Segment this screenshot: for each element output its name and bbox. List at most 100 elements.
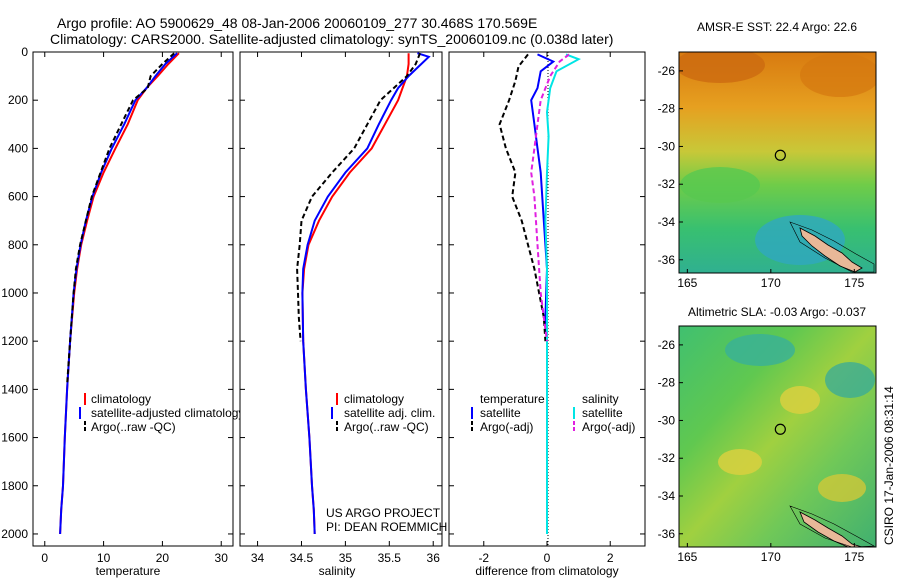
salinity-legend: climatology satellite adj. clim. Argo(..… xyxy=(331,392,435,434)
temperature-ticks: 0 10 20 30 0 200 400 600 800 1000 1200 1400 1600 1800… xyxy=(1,45,233,565)
x-tick-label: 35 xyxy=(339,551,353,565)
sst-warm-patch xyxy=(679,52,765,83)
x-tick-label: 0 xyxy=(41,551,48,565)
salinity-axes-box xyxy=(239,51,443,547)
sla-teal-patch xyxy=(725,334,795,366)
y-tick-label: -32 xyxy=(658,451,676,465)
difference-xlabel: difference from climatology xyxy=(475,564,618,578)
y-tick-label: -34 xyxy=(658,489,676,503)
new-zealand-land xyxy=(799,227,863,273)
shelf-contour xyxy=(789,221,875,273)
y-tick-label: 600 xyxy=(8,190,28,204)
legend-satellite-adjusted: satellite-adjusted climatology xyxy=(91,406,244,420)
x-tick-label: 0 xyxy=(544,551,551,565)
y-tick-label: -30 xyxy=(658,413,676,427)
sst-map-title: AMSR-E SST: 22.4 Argo: 22.6 xyxy=(697,20,857,34)
sla-yellow-patch xyxy=(718,449,762,475)
legend-argo: Argo(..raw -QC) xyxy=(91,420,176,434)
x-tick-label: -2 xyxy=(478,551,489,565)
y-tick-label: -34 xyxy=(658,215,676,229)
difference-ticks: -2 0 2 xyxy=(449,51,645,565)
y-tick-label: 1200 xyxy=(1,334,28,348)
x-tick-label: 170 xyxy=(761,276,781,290)
sst-map-frame xyxy=(678,51,877,274)
sla-map-title: Altimetric SLA: -0.03 Argo: -0.037 xyxy=(688,305,866,319)
x-tick-label: 20 xyxy=(156,551,170,565)
y-tick-label: -30 xyxy=(658,139,676,153)
temperature-legend: climatology satellite-adjusted climatolo… xyxy=(79,392,244,434)
temperature-axes-box xyxy=(32,51,234,547)
header-line-1: Argo profile: AO 5900629_48 08-Jan-2006 … xyxy=(57,15,537,31)
temperature-panel: 0 10 20 30 0 200 400 600 800 1000 1200 1400 1600 1800… xyxy=(1,45,244,578)
legend-climatology: climatology xyxy=(91,392,151,406)
temperature-xlabel: temperature xyxy=(96,564,161,578)
legend-t-satellite: satellite xyxy=(480,406,521,420)
x-tick-label: 34.5 xyxy=(290,551,314,565)
y-tick-label: 1800 xyxy=(1,479,28,493)
difference-panel: -2 0 2 difference from climatology tempera… xyxy=(448,51,646,578)
series-line xyxy=(544,53,581,534)
legend-s-argo: Argo(-adj) xyxy=(582,420,635,434)
sst-map-panel: AMSR-E SST: 22.4 Argo: 22.6 165 170 175 -26… xyxy=(658,20,877,290)
salinity-ticks: 34 34.5 35 35.5 36 xyxy=(240,51,442,565)
y-tick-label: -28 xyxy=(658,102,676,116)
x-tick-label: 175 xyxy=(844,276,864,290)
sst-green-patch xyxy=(680,167,760,203)
sla-yellow-patch xyxy=(818,474,866,502)
legend-temperature-title: temperature xyxy=(480,392,545,406)
x-tick-label: 165 xyxy=(677,276,697,290)
y-tick-label: -26 xyxy=(658,338,676,352)
argo-position-marker xyxy=(774,423,786,435)
sst-warm-patch xyxy=(800,53,876,97)
temperature-series xyxy=(59,52,180,535)
salinity-series xyxy=(296,52,431,535)
x-tick-label: 175 xyxy=(844,550,864,564)
y-tick-label: 1000 xyxy=(1,286,28,300)
legend-salinity-title: salinity xyxy=(582,392,619,406)
credit-text: CSIRO 17-Jan-2006 08:31:14 xyxy=(882,386,896,545)
y-tick-label: -36 xyxy=(658,253,676,267)
x-tick-label: 30 xyxy=(215,551,229,565)
sla-map-frame xyxy=(678,325,877,548)
pi-annotation: PI: DEAN ROEMMICH xyxy=(326,520,447,534)
legend-argo: Argo(..raw -QC) xyxy=(344,420,429,434)
series-line xyxy=(66,52,175,385)
y-tick-label: -26 xyxy=(658,64,676,78)
legend-t-argo: Argo(-adj) xyxy=(480,420,533,434)
legend-satellite-adj: satellite adj. clim. xyxy=(344,406,435,420)
y-tick-label: -36 xyxy=(658,527,676,541)
shelf-contour xyxy=(789,505,876,547)
x-tick-label: 165 xyxy=(677,550,697,564)
x-tick-label: 170 xyxy=(761,550,781,564)
series-line xyxy=(301,52,431,535)
legend-s-satellite: satellite xyxy=(582,406,623,420)
y-tick-label: 1600 xyxy=(1,431,28,445)
x-tick-label: 36 xyxy=(427,551,441,565)
y-tick-label: -32 xyxy=(658,177,676,191)
y-tick-label: -28 xyxy=(658,376,676,390)
argo-position-marker xyxy=(774,149,786,161)
y-tick-label: 1400 xyxy=(1,382,28,396)
x-tick-label: 35.5 xyxy=(378,551,402,565)
sst-map-ticks: 165 170 175 -26 -28 -30 -32 -34 -36 xyxy=(658,64,865,290)
series-line xyxy=(530,53,570,342)
series-line xyxy=(498,53,547,342)
series-line xyxy=(296,52,421,342)
y-tick-label: 200 xyxy=(8,93,28,107)
difference-series xyxy=(498,53,581,534)
project-annotation: US ARGO PROJECT xyxy=(326,506,441,520)
sla-yellow-patch xyxy=(780,386,820,414)
salinity-panel: 34 34.5 35 35.5 36 salinity climatology sate… xyxy=(239,51,447,578)
x-tick-label: 10 xyxy=(97,551,111,565)
y-tick-label: 0 xyxy=(21,45,28,59)
legend-climatology: climatology xyxy=(344,392,404,406)
sla-map-ticks: 165 170 175 -26 -28 -30 -32 -34 -36 xyxy=(658,338,865,564)
y-tick-label: 2000 xyxy=(1,527,28,541)
sla-map-panel: Altimetric SLA: -0.03 Argo: -0.037 165 17… xyxy=(658,305,877,564)
sla-teal-patch xyxy=(825,362,875,398)
new-zealand-land xyxy=(799,511,863,547)
header-line-2: Climatology: CARS2000. Satellite-adjuste… xyxy=(50,31,613,47)
y-tick-label: 800 xyxy=(8,238,28,252)
difference-legend: temperature satellite Argo(-adj) salinit… xyxy=(471,392,635,434)
x-tick-label: 2 xyxy=(607,551,614,565)
